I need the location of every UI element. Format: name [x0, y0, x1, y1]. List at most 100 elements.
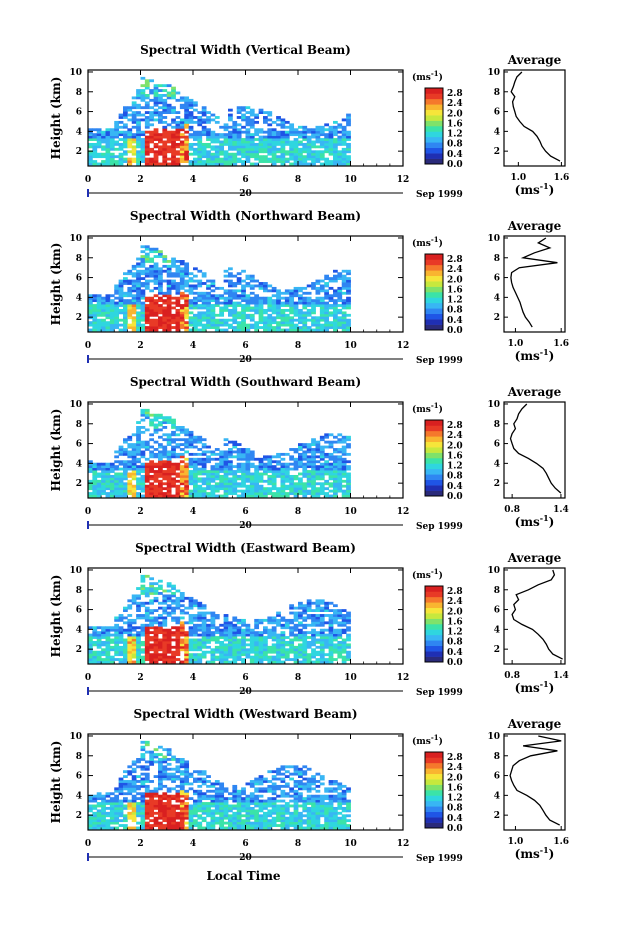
heatmap-cell [228, 125, 233, 129]
heatmap-cell [127, 452, 133, 456]
heatmap-cell [254, 645, 260, 649]
heatmap-cell [131, 160, 137, 163]
heatmap-cell [249, 450, 255, 454]
heatmap-cell [263, 658, 268, 661]
heatmap-cell [280, 462, 286, 466]
heatmap-cell [136, 301, 141, 305]
heatmap-cell [197, 162, 203, 166]
heatmap-cell [311, 460, 316, 464]
heatmap-cell [276, 138, 281, 141]
heatmap-cell [123, 492, 128, 495]
heatmap-cell [166, 264, 172, 268]
heatmap-cell [293, 658, 299, 661]
heatmap-cell [188, 101, 194, 105]
heatmap-cell [131, 157, 137, 161]
heatmap-cell [206, 160, 211, 163]
heatmap-cell [298, 472, 303, 476]
heatmap-cell [210, 306, 216, 310]
heatmap-cell [144, 589, 150, 593]
heatmap-cell [311, 601, 316, 605]
heatmap-cell [341, 609, 347, 612]
heatmap-cell [149, 321, 155, 325]
heatmap-cell [254, 284, 260, 288]
heatmap-cell [101, 301, 106, 305]
heatmap-cell [337, 308, 343, 312]
date-label: Sep 1999 [416, 190, 463, 200]
heatmap-cell [105, 636, 111, 639]
heatmap-cell [193, 626, 198, 630]
heatmap-cell [144, 84, 150, 88]
heatmap-cell [219, 152, 225, 156]
heatmap-cell [140, 592, 146, 595]
heatmap-cell [219, 142, 225, 146]
heatmap-cell [131, 599, 137, 603]
heatmap-cell [201, 487, 207, 491]
heatmap-cell [114, 650, 120, 654]
heatmap-cell [223, 628, 229, 632]
heatmap-cell [289, 326, 295, 329]
heatmap-cell [206, 133, 211, 137]
heatmap-cell [319, 125, 325, 129]
heatmap-cell [166, 284, 172, 288]
heatmap-cell [333, 645, 338, 649]
heatmap-cell [337, 484, 343, 488]
heatmap-cell [228, 631, 233, 635]
heatmap-cell [328, 306, 334, 310]
heatmap-cell [144, 160, 150, 163]
heatmap-cell [131, 103, 137, 107]
heatmap-cell [298, 135, 303, 139]
heatmap-cell [232, 125, 238, 129]
heatmap-cell [201, 626, 207, 630]
heatmap-cell [158, 250, 163, 254]
colorbar-swatch [425, 142, 443, 149]
heatmap-cell [114, 304, 120, 307]
heatmap-cell [153, 474, 159, 478]
heatmap-cell [315, 487, 321, 491]
heatmap-cell [254, 655, 260, 659]
heatmap-cell [149, 318, 155, 322]
heatmap-cell [96, 155, 102, 159]
heatmap-cell [153, 304, 159, 307]
heatmap-cell [289, 645, 295, 649]
heatmap-cell [254, 301, 260, 305]
heatmap-cell [188, 128, 194, 132]
heatmap-cell [284, 328, 290, 332]
heatmap-cell [184, 457, 190, 461]
heatmap-cell [88, 479, 93, 483]
heatmap-cell [149, 274, 155, 278]
heatmap-cell [289, 479, 295, 483]
heatmap-cell [228, 623, 233, 627]
heatmap-cell [162, 150, 168, 154]
heatmap-cell [333, 152, 338, 156]
heatmap-cell [333, 279, 338, 283]
heatmap-cell [311, 609, 316, 612]
heatmap-cell [144, 284, 150, 288]
day-label: 20 [239, 687, 252, 697]
average-title: Average [507, 385, 562, 399]
heatmap-cell [166, 96, 172, 100]
heatmap-cell [166, 596, 172, 600]
heatmap-cell [284, 308, 290, 312]
heatmap-cell [337, 440, 343, 444]
heatmap-cell [293, 301, 299, 305]
heatmap-cell [131, 135, 137, 139]
heatmap-cell [346, 484, 351, 488]
heatmap-cell [144, 653, 150, 657]
heatmap-cell [127, 606, 133, 610]
heatmap-cell [333, 147, 338, 151]
heatmap-cell [232, 628, 238, 632]
heatmap-cell [166, 636, 172, 639]
heatmap-cell [171, 660, 176, 664]
x-tick-label: 8 [295, 175, 301, 185]
heatmap-cell [127, 455, 133, 459]
heatmap-cell [118, 792, 124, 796]
heatmap-cell [140, 821, 146, 825]
heatmap-cell [271, 326, 277, 329]
heatmap-cell [337, 636, 343, 639]
heatmap-cell [118, 658, 124, 661]
heatmap-cell [149, 89, 155, 92]
heatmap-cell [258, 142, 264, 146]
heatmap-cell [223, 289, 229, 293]
heatmap-cell [214, 145, 220, 149]
heatmap-cell [298, 601, 303, 605]
